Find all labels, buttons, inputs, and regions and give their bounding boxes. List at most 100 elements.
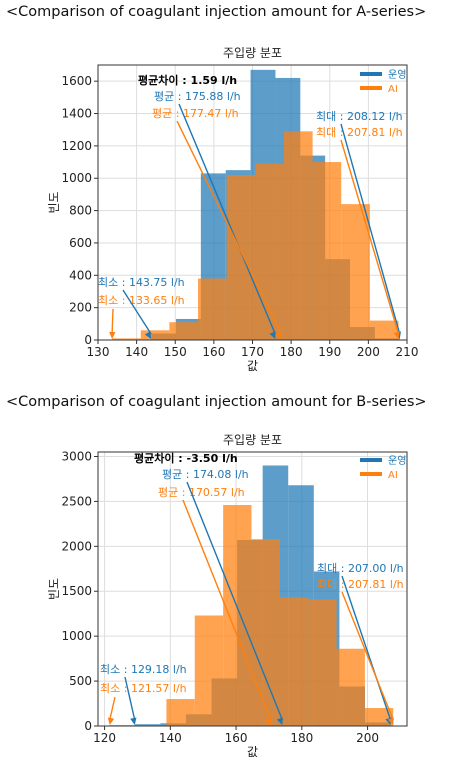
x-tick-label: 190 [318,345,341,359]
ai-min-arrow-head [107,717,115,725]
y-tick-label: 1600 [61,74,92,88]
ai-mean-arrow-head [265,717,272,725]
x-tick-label: 150 [164,345,187,359]
histogram-bar-ai [198,278,227,340]
histogram-bar-ai [194,615,224,726]
histogram-bar-ai [279,597,309,726]
y-tick-label: 1000 [61,171,92,185]
y-tick-label: 200 [69,301,92,315]
ai-max-arrow-line [341,591,394,721]
plot-frame [97,451,408,727]
operation-min-arrow-line [122,289,152,335]
x-tick-label: 130 [87,345,110,359]
ai-mean-arrow-line [176,120,282,335]
x-tick-label: 160 [225,731,248,745]
x-tick-label: 180 [290,731,313,745]
y-tick-label: 600 [69,236,92,250]
histogram-bar-ai [283,131,313,340]
operation-min-arrow-line [124,676,136,721]
operation-mean-arrow-line [186,481,283,721]
y-axis-label: 빈도 [47,578,61,600]
y-tick-label: 800 [69,204,92,218]
y-tick-label: 1000 [61,629,92,643]
histogram-bar-ai [255,163,284,340]
histogram-bar-ai [336,648,365,726]
operation-max-label: 최대 : 207.00 l/h [317,562,404,575]
ai-max-label: 최대 : 207.81 l/h [317,578,404,591]
y-tick-label: 0 [84,333,92,347]
y-tick-label: 2500 [61,494,92,508]
mean-difference-label: 평균차이 : 1.59 l/h [138,73,237,87]
histogram-bar-ai [341,204,370,340]
legend-label-operation: 운영 [388,69,406,81]
histogram-bar-ai [226,175,256,340]
operation-mean-arrow-line [178,103,276,335]
x-tick-label: 210 [396,345,419,359]
mean-difference-label: 평균차이 : -3.50 l/h [134,451,238,465]
chart-title: 주입량 분포 [223,46,282,60]
heading-b-series: <Comparison of coagulant injection amoun… [6,394,427,410]
ai-max-arrow-head [393,331,400,339]
operation-mean-arrow-head [276,717,283,725]
y-tick-label: 400 [69,268,92,282]
operation-max-arrow-line [340,123,401,335]
ai-min-arrow-head [109,331,116,339]
histogram-bar-ai [223,505,252,726]
histogram-bar-operation [134,724,161,726]
y-tick-label: 1200 [61,139,92,153]
y-tick-label: 1400 [61,107,92,121]
legend-label-ai: AI [388,470,398,481]
histogram-bar-ai [112,338,141,340]
ai-max-arrow-line [340,139,400,335]
y-tick-label: 500 [69,674,92,688]
histogram-a-series: 주입량 분포 130 140 150 160 170 180 190 200 210 0 200 400… [47,46,419,373]
operation-mean-label: 평균 : 175.88 l/h [154,90,241,103]
operation-min-arrow-head [130,717,137,725]
chart-title: 주입량 분포 [223,433,282,447]
x-tick-label: 140 [159,731,182,745]
histogram-bar-ai [308,599,337,726]
y-tick-label: 2000 [61,539,92,553]
operation-mean-label: 평균 : 174.08 l/h [162,468,249,481]
histogram-bar-ai [140,330,170,340]
x-tick-label: 180 [280,345,303,359]
heading-a-series: <Comparison of coagulant injection amoun… [6,4,427,20]
ai-min-arrow-line [109,696,116,721]
operation-min-label: 최소 : 129.18 l/h [100,663,187,676]
ai-min-label: 최소 : 121.57 l/h [100,682,187,695]
y-axis-label: 빈도 [47,191,61,213]
operation-mean-arrow-head [269,331,276,339]
ai-max-label: 최대 : 207.81 l/h [316,126,403,139]
x-axis-label: 값 [247,359,258,373]
operation-min-label: 최소 : 143.75 l/h [98,276,185,289]
legend-label-ai: AI [388,84,398,95]
operation-max-label: 최대 : 208.12 l/h [316,110,403,123]
x-tick-label: 200 [356,731,379,745]
histogram-bar-ai [251,539,280,726]
legend-label-operation: 운영 [388,455,406,467]
histogram-bar-ai [312,162,342,340]
operation-min-arrow-head [144,331,152,339]
x-tick-label: 160 [202,345,225,359]
y-tick-label: 0 [84,719,92,733]
histogram-bar-ai [169,322,199,340]
x-tick-label: 120 [93,731,116,745]
ai-min-arrow-line [111,308,114,335]
ai-mean-arrow-head [275,331,282,339]
y-tick-label: 1500 [61,584,92,598]
ai-mean-label: 평균 : 177.47 l/h [152,107,239,120]
x-axis-label: 값 [247,745,258,759]
ai-mean-arrow-line [182,499,272,721]
histogram-bar-ai [364,708,394,726]
histogram-bar-ai [166,699,195,726]
operation-max-arrow-line [341,575,392,721]
histogram-bar-ai [369,320,399,340]
ai-min-label: 최소 : 133.65 l/h [98,294,185,307]
x-tick-label: 170 [241,345,264,359]
x-tick-label: 200 [357,345,380,359]
ai-mean-label: 평균 : 170.57 l/h [158,486,245,499]
y-tick-label: 3000 [61,449,92,463]
x-tick-label: 140 [125,345,148,359]
ai-max-arrow-head [387,717,394,725]
